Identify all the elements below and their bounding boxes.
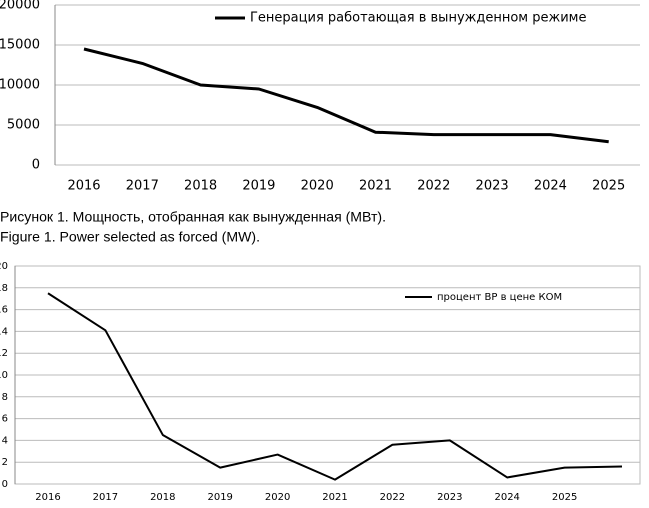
x-tick-label: 2019 [207,492,232,503]
x-tick-label: 2025 [592,179,625,194]
series-line [83,47,609,144]
x-tick-label: 2024 [534,179,567,194]
x-tick-label: 2016 [35,492,60,503]
y-tick-label: 8 [2,392,8,403]
x-tick-label: 2019 [242,179,275,194]
x-tick-label: 2022 [380,492,405,503]
y-tick-label: 6 [2,414,8,425]
y-tick-label: 10 [0,370,8,381]
x-tick-label: 2020 [301,179,334,194]
x-tick-label: 2018 [184,179,217,194]
y-tick-label: 12 [0,348,8,359]
x-tick-label: 2021 [322,492,347,503]
y-tick-label: 4 [2,435,8,446]
y-tick-label: 0 [2,479,8,490]
x-tick-label: 2025 [552,492,577,503]
y-tick-label: 18 [0,283,8,294]
x-tick-label: 2021 [359,179,392,194]
y-tick-label: 20000 [0,0,40,13]
x-tick-label: 2017 [126,179,159,194]
y-tick-label: 2 [2,457,8,468]
caption-en: Figure 1. Power selected as forced (MW). [0,229,260,245]
y-tick-label: 16 [0,305,8,316]
x-tick-label: 2024 [494,492,519,503]
y-tick-label: 10000 [0,78,40,93]
x-tick-label: 2023 [437,492,462,503]
series-line [47,292,623,481]
legend-label: процент ВР в цене КОМ [437,292,562,303]
x-tick-label: 2020 [265,492,290,503]
x-tick-label: 2023 [476,179,509,194]
y-tick-label: 0 [32,158,40,173]
x-tick-label: 2018 [150,492,175,503]
x-tick-label: 2016 [67,179,100,194]
legend-label: Генерация работающая в вынужденном режим… [250,11,586,26]
x-tick-label: 2022 [417,179,450,194]
y-tick-label: 14 [0,326,8,337]
y-tick-label: 15000 [0,38,40,53]
caption-ru: Рисунок 1. Мощность, отобранная как выну… [0,209,386,225]
x-tick-label: 2017 [93,492,118,503]
y-tick-label: 20 [0,261,8,272]
y-tick-label: 5000 [7,118,40,133]
